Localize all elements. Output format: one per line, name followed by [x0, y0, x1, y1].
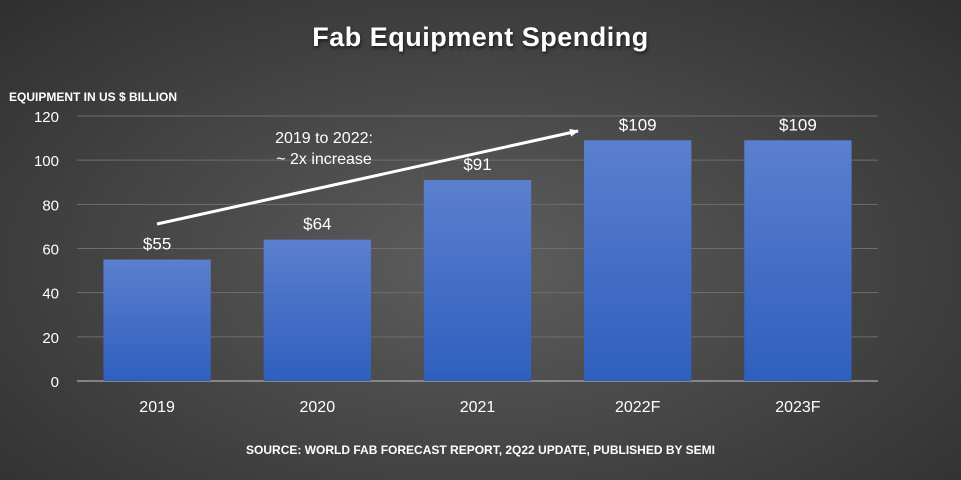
- data-label: $109: [619, 115, 657, 134]
- y-tick-label: 40: [42, 286, 59, 303]
- y-axis-label: EQUIPMENT IN US $ BILLION: [9, 90, 178, 104]
- y-tick-label: 20: [42, 330, 59, 347]
- bar-2023f: [744, 140, 852, 381]
- data-label: $55: [143, 235, 171, 254]
- increase-arrow: [156, 128, 579, 226]
- x-tick-label: 2023F: [775, 399, 821, 416]
- x-tick-label: 2019: [139, 399, 175, 416]
- bar-2022f: [584, 140, 692, 381]
- data-label: $109: [779, 115, 817, 134]
- y-tick-label: 120: [34, 109, 59, 126]
- x-tick-label: 2021: [460, 399, 496, 416]
- data-label: $91: [463, 155, 491, 174]
- y-tick-label: 60: [42, 242, 59, 259]
- bar-2020: [263, 239, 371, 381]
- chart-title: Fab Equipment Spending: [312, 22, 649, 52]
- data-label: $64: [303, 215, 331, 234]
- increase-annotation: 2019 to 2022: ~ 2x increase: [275, 130, 373, 168]
- source-note: SOURCE: WORLD FAB FORECAST REPORT, 2Q22 …: [246, 443, 715, 457]
- y-tick-label: 0: [51, 374, 59, 391]
- x-tick-label: 2022F: [615, 399, 661, 416]
- x-tick-label: 2020: [300, 399, 336, 416]
- bar-2021: [423, 180, 532, 381]
- y-tick-label: 100: [34, 153, 59, 170]
- bar-2019: [103, 259, 211, 381]
- y-tick-label: 80: [42, 197, 59, 214]
